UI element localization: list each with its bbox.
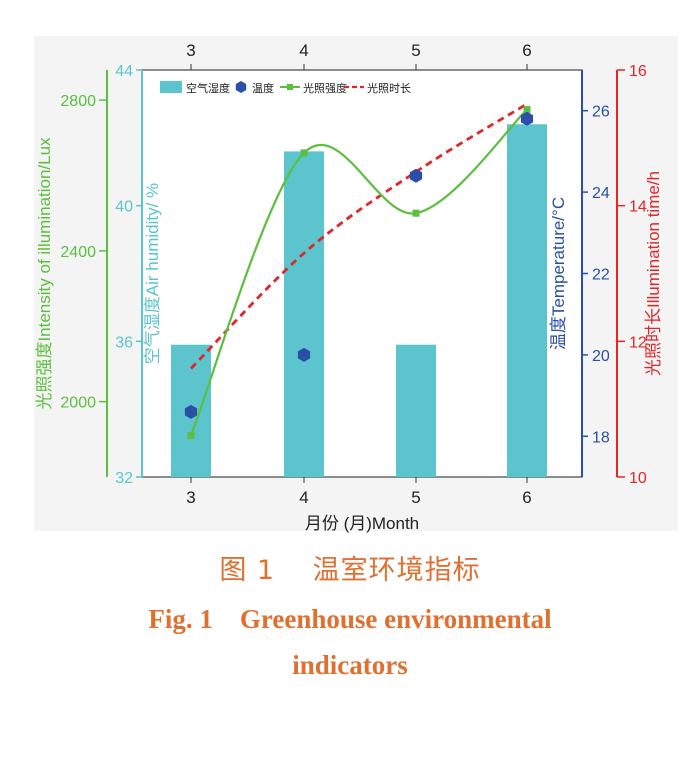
- humidity-bar-4: [284, 151, 324, 477]
- light-intensity-marker-5: [412, 209, 420, 217]
- legend-label-temperature: 温度: [252, 81, 274, 95]
- figure-caption-english: Fig. 1 Greenhouse environmental indicato…: [0, 596, 700, 688]
- x-tick-label-5: 5: [411, 488, 420, 507]
- illumination-time-tick-label-10: 10: [629, 470, 647, 487]
- top-tick-label-5: 5: [411, 41, 420, 60]
- air-humidity-tick-label-40: 40: [115, 199, 133, 216]
- x-tick-label-6: 6: [522, 488, 531, 507]
- air-humidity-axis-label: 空气湿度Air humidity/ %: [143, 183, 162, 364]
- air-humidity-tick-label-36: 36: [115, 334, 133, 351]
- x-axis-label: 月份 (月)Month: [305, 514, 419, 533]
- legend-label-humidity: 空气湿度: [186, 81, 230, 95]
- air-humidity-tick-label-44: 44: [115, 63, 133, 80]
- caption-english-line-2: indicators: [292, 650, 408, 680]
- illumination-time-tick-label-12: 12: [629, 334, 647, 351]
- humidity-bar-5: [396, 344, 436, 477]
- chart: 3 4 5 6 3 4 5 6 月份 (月)Month 2000 2400 2800 光照强度Inten…: [34, 36, 678, 533]
- caption-english-line-1: Fig. 1 Greenhouse environmental: [148, 604, 552, 634]
- legend-label-illumination-time: 光照时长: [367, 81, 411, 95]
- temperature-tick-label-20: 20: [592, 348, 610, 365]
- light-intensity-marker-4: [300, 149, 308, 157]
- x-tick-label-4: 4: [299, 488, 308, 507]
- illumination-time-axis-label: 光照时长Illumination time/h: [644, 171, 663, 376]
- temperature-point-6: [520, 111, 534, 126]
- top-tick-label-4: 4: [299, 41, 308, 60]
- temperature-tick-label-24: 24: [592, 185, 610, 202]
- temperature-point-4: [297, 347, 311, 362]
- illumination-time-tick-label-16: 16: [629, 63, 647, 80]
- light-intensity-axis-label: 光照强度Intensity of illumination/Lux: [35, 137, 54, 410]
- temperature-point-3: [184, 404, 198, 419]
- temperature-point-5: [409, 168, 423, 183]
- legend-swatch-temperature: [235, 81, 247, 93]
- top-tick-label-6: 6: [522, 41, 531, 60]
- temperature-tick-label-26: 26: [592, 104, 610, 121]
- humidity-bar-6: [507, 124, 547, 478]
- top-tick-label-3: 3: [186, 41, 195, 60]
- light-intensity-marker-3: [187, 432, 195, 440]
- x-tick-label-3: 3: [186, 488, 195, 507]
- light-intensity-marker-6: [523, 106, 531, 114]
- light-intensity-line: [189, 108, 528, 436]
- legend-swatch-light-marker: [287, 84, 293, 90]
- temperature-tick-label-22: 22: [592, 267, 610, 284]
- light-intensity-tick-label-2800: 2800: [60, 93, 96, 110]
- illumination-time-tick-label-14: 14: [629, 199, 647, 216]
- figure-caption-chinese: 图 1 温室环境指标: [219, 555, 481, 586]
- air-humidity-tick-label-32: 32: [115, 470, 133, 487]
- temperature-axis-label: 温度Temperature/°C: [549, 197, 568, 350]
- legend-swatch-humidity: [160, 81, 182, 93]
- temperature-tick-label-18: 18: [592, 429, 610, 446]
- legend-label-light-intensity: 光照强度: [303, 81, 347, 95]
- light-intensity-tick-label-2000: 2000: [60, 395, 96, 412]
- light-intensity-tick-label-2400: 2400: [60, 244, 96, 261]
